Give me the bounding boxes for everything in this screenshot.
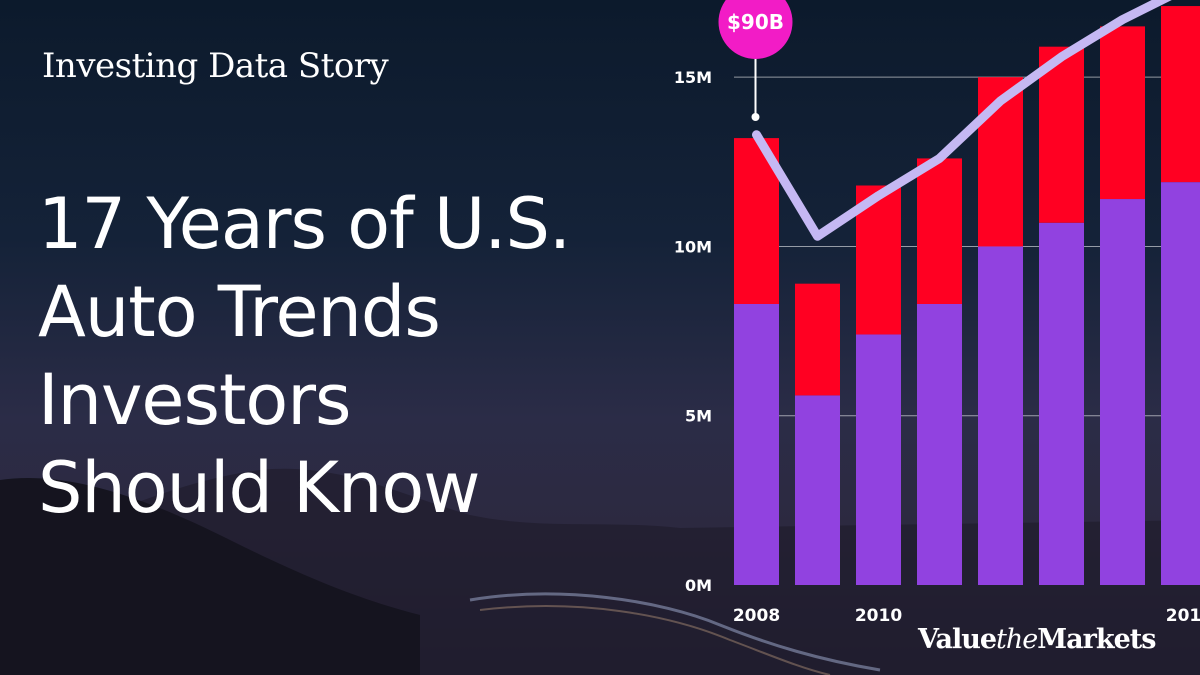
y-tick-label: 0M [685,576,712,595]
bar-segment [978,246,1023,585]
headline-line-2: Auto Trends [38,271,441,353]
brand-part-2: the [996,624,1038,655]
bar-segment [1161,182,1200,585]
bar-segment [795,395,840,585]
callout-bubble [718,0,793,59]
brand-part-1: Value [918,624,997,655]
headline-line-4: Should Know [38,447,480,529]
bar-segment [917,303,962,585]
bar-segment [1100,26,1145,200]
bar-segment [795,283,840,396]
bar-segment [734,303,779,585]
kicker-title: Investing Data Story [42,46,389,86]
bar-segment [1161,6,1200,183]
bar-segment [856,334,901,585]
trend-line [752,0,1172,241]
bar-segment [917,158,962,304]
highway-lights [469,592,881,672]
x-tick-label: 2008 [733,606,780,626]
bar-segment [1039,46,1084,223]
y-tick-label: 5M [685,407,712,426]
y-tick-label: 10M [674,237,712,256]
x-tick-label: 2010 [855,606,902,626]
y-tick-label: 15M [674,68,712,87]
headline: 17 Years of U.S. Auto Trends Investors S… [38,180,678,532]
bar-segment [1039,222,1084,585]
brand-part-3: Markets [1037,624,1156,655]
callout-label: $90B [727,10,784,34]
near-hill [0,478,420,675]
headline-line-1: 17 Years of U.S. [38,183,571,265]
headline-line-3: Investors [38,359,352,441]
x-tick-label: 201 [1166,606,1200,626]
callout-dot [751,113,760,121]
brand-logo: ValuetheMarkets [918,624,1156,655]
bar-segment [1100,199,1145,585]
